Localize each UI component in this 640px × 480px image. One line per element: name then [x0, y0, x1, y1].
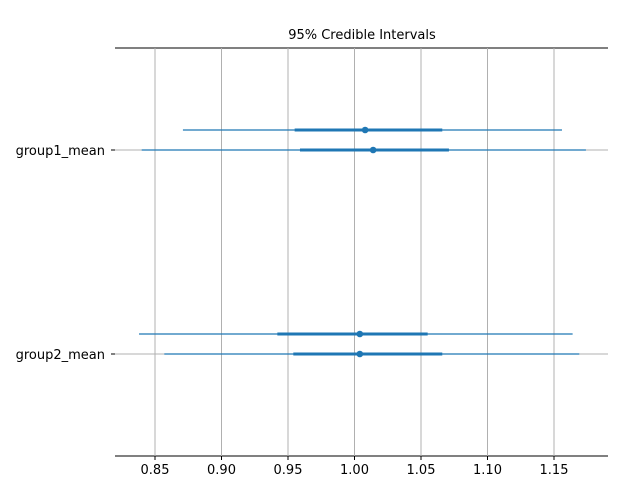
x-tick-label: 0.90 [207, 463, 236, 478]
point-estimate [369, 146, 377, 154]
chart-title: 95% Credible Intervals [288, 28, 436, 43]
x-tick-label: 1.15 [540, 463, 569, 478]
x-tick-label: 0.95 [274, 463, 303, 478]
point-estimate [356, 350, 364, 358]
x-tick-label: 0.85 [141, 463, 170, 478]
x-tick-label: 1.00 [340, 463, 369, 478]
grid-layer [111, 48, 608, 460]
x-tick-label: 1.10 [473, 463, 502, 478]
labels-layer: 0.85 0.90 0.95 1.00 1.05 1.10 1.15 group1_meang… [16, 144, 569, 478]
point-estimate [356, 330, 364, 338]
y-tick-label: group1_mean [16, 144, 105, 159]
marks-layer [139, 126, 586, 358]
point-estimate [361, 126, 369, 134]
y-tick-label: group2_mean [16, 348, 105, 363]
x-tick-label: 1.05 [407, 463, 436, 478]
